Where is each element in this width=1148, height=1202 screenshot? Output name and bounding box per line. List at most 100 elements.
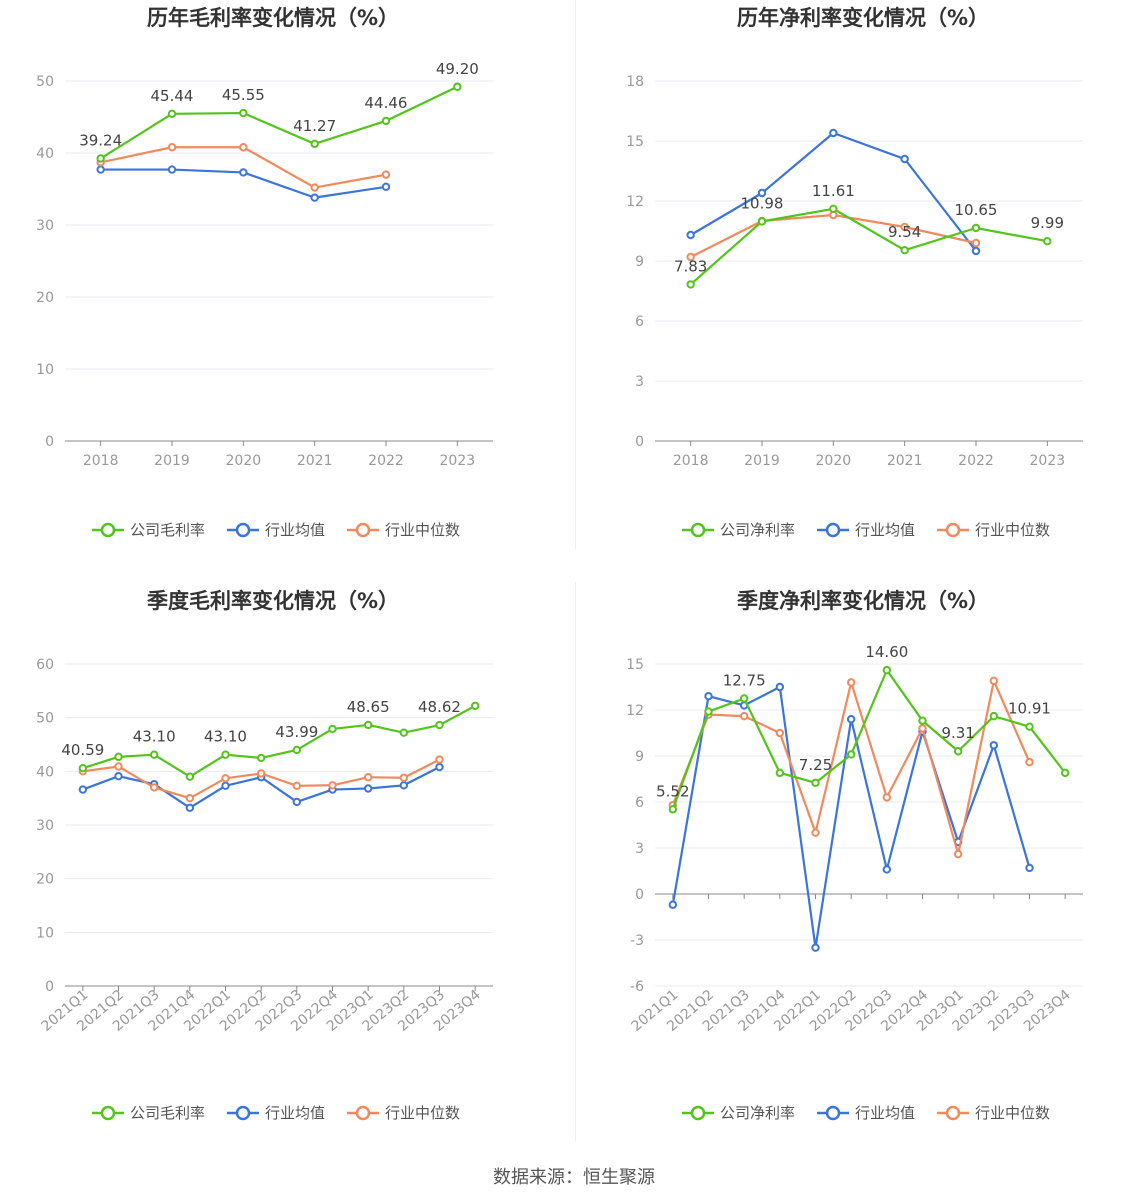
data-point-median: [167, 143, 177, 152]
y-tick-label: 9: [635, 749, 644, 765]
data-point-median: [149, 783, 159, 792]
data-point-company: [989, 711, 999, 721]
data-label: 5.52: [656, 782, 689, 800]
data-point-avg: [668, 900, 678, 909]
legend-label: 行业中位数: [975, 1104, 1050, 1122]
data-label: 7.83: [674, 257, 707, 275]
x-tick-label: 2018: [673, 453, 709, 469]
data-point-avg: [686, 230, 695, 240]
chart-title: 季度净利率变化情况（%）: [737, 589, 989, 613]
data-point-median: [1025, 757, 1034, 767]
y-tick-label: 0: [45, 434, 54, 450]
x-tick-label: 2018: [83, 453, 119, 469]
y-tick-label: 0: [45, 979, 54, 995]
data-point-company: [310, 139, 319, 149]
data-label: 10.91: [1008, 700, 1051, 718]
y-tick-label: -6: [630, 979, 644, 995]
legend-label: 公司净利率: [720, 521, 795, 539]
data-point-avg: [310, 193, 319, 202]
y-tick-label: 3: [635, 841, 644, 857]
data-point-company: [971, 223, 981, 233]
data-point-median: [900, 222, 909, 232]
legend-marker-median: [945, 522, 961, 538]
data-point-company: [846, 750, 856, 759]
data-point-median: [435, 755, 444, 764]
data-point-median: [989, 676, 999, 686]
data-point-avg: [221, 781, 230, 791]
data-point-company: [239, 108, 248, 118]
data-label: 9.99: [1031, 214, 1064, 232]
data-label: 44.46: [365, 94, 408, 112]
data-point-median: [399, 773, 409, 782]
data-point-median: [292, 781, 302, 791]
data-point-company: [78, 763, 88, 773]
y-tick-label: 10: [36, 362, 54, 378]
data-label: 45.44: [151, 87, 194, 105]
data-point-avg: [900, 154, 909, 164]
data-point-company: [399, 728, 409, 737]
data-point-median: [381, 170, 391, 179]
data-point-avg: [775, 682, 785, 692]
data-point-avg: [811, 943, 820, 952]
data-point-company: [381, 116, 391, 126]
data-label: 10.98: [741, 194, 784, 212]
data-point-company: [1060, 768, 1070, 778]
legend-label: 行业均值: [265, 1104, 325, 1122]
data-point-company: [775, 768, 785, 778]
y-tick-label: 10: [36, 925, 54, 941]
x-tick-label: 2023: [1030, 453, 1066, 469]
data-point-company: [918, 716, 927, 725]
data-point-avg: [829, 128, 838, 138]
data-point-median: [185, 793, 195, 803]
y-tick-label: 6: [635, 314, 644, 330]
data-point-avg: [363, 784, 373, 793]
data-label: 43.10: [133, 728, 176, 746]
data-point-avg: [239, 168, 248, 177]
data-point-company: [256, 753, 266, 763]
y-tick-label: 3: [635, 374, 644, 390]
data-point-company: [363, 720, 373, 730]
data-point-median: [775, 728, 785, 738]
series-line-median: [690, 213, 977, 258]
data-point-median: [918, 724, 927, 733]
legend-label: 行业中位数: [975, 521, 1050, 539]
legend-marker-avg: [235, 522, 251, 538]
data-point-company: [435, 720, 444, 730]
chart-title: 历年净利率变化情况（%）: [737, 6, 989, 30]
y-tick-label: 6: [635, 795, 644, 811]
data-point-median: [846, 678, 856, 687]
data-label: 48.65: [347, 698, 390, 716]
x-tick-label: 2020: [816, 453, 852, 469]
data-point-median: [310, 183, 319, 192]
chart-title: 季度毛利率变化情况（%）: [147, 589, 399, 613]
chart-title: 历年毛利率变化情况（%）: [147, 6, 399, 30]
data-point-avg: [989, 741, 999, 750]
y-tick-label: 12: [626, 194, 644, 210]
y-tick-label: 12: [626, 703, 644, 719]
data-label: 11.61: [812, 182, 855, 200]
legend-label: 行业均值: [855, 1104, 915, 1122]
data-point-median: [686, 252, 695, 262]
y-tick-label: 15: [626, 134, 644, 150]
legend-label: 行业均值: [265, 521, 325, 539]
series-line-company: [671, 669, 1067, 810]
y-tick-label: 40: [36, 764, 54, 780]
legend-marker-avg: [825, 1105, 841, 1121]
data-label: 39.24: [79, 131, 122, 149]
data-point-avg: [167, 165, 177, 174]
y-tick-label: 60: [36, 657, 54, 673]
data-point-company: [221, 750, 230, 759]
data-point-avg: [971, 246, 981, 256]
data-label: 14.60: [865, 643, 908, 661]
data-point-avg: [757, 188, 767, 198]
data-label: 45.55: [222, 86, 265, 104]
data-label: 49.20: [436, 60, 479, 78]
data-point-company: [292, 745, 302, 755]
series-line-company: [100, 85, 458, 160]
data-point-avg: [846, 715, 856, 724]
data-point-company: [1025, 722, 1034, 731]
legend-label: 公司毛利率: [130, 1104, 205, 1122]
data-label: 48.62: [418, 698, 461, 716]
data-point-median: [971, 238, 981, 248]
data-point-avg: [1025, 863, 1034, 873]
